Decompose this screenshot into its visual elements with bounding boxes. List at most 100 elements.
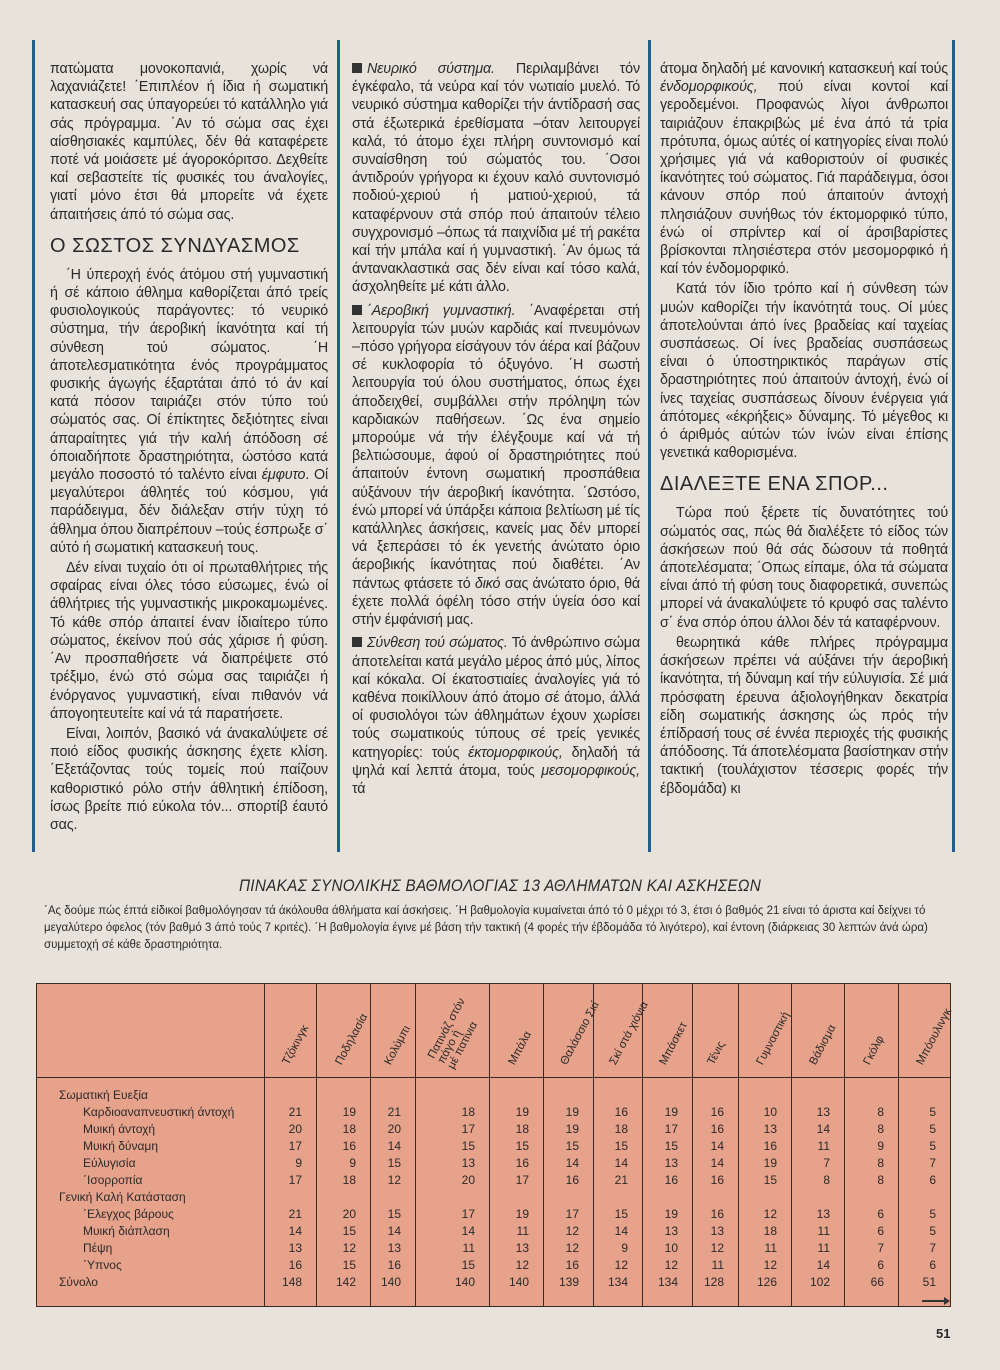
table-row: Μυική διάπλαση 14 15 14 14 11 12 14 13 13 18 11 6 5 bbox=[36, 1222, 951, 1239]
text: άτομα δηλαδή μέ κανονική κατασκευή καί τ… bbox=[660, 61, 948, 77]
text: Περιλαμβάνει τόν έγκέφαλο, τά νεύρα καί … bbox=[352, 61, 640, 296]
paragraph: Δέν είναι τυχαίο ότι οί πρωταθλήτριες τή… bbox=[50, 560, 328, 722]
row-label: Καρδιοαναπνευστική άντοχή bbox=[36, 1103, 265, 1120]
column-header-label: Γυμναστική bbox=[754, 1010, 793, 1067]
score-cell bbox=[844, 1188, 899, 1205]
score-cell: 14 bbox=[791, 1120, 845, 1137]
score-cell: 14 bbox=[370, 1222, 416, 1239]
score-cell: 140 bbox=[489, 1273, 544, 1307]
emphasis: έκτομορφικούς, bbox=[468, 744, 563, 761]
column-header-label: Βάδισμα bbox=[807, 1022, 839, 1067]
score-cell bbox=[791, 1188, 845, 1205]
score-cell: 18 bbox=[415, 1103, 490, 1120]
score-cell: 21 bbox=[264, 1205, 317, 1222]
score-cell: 9 bbox=[316, 1154, 371, 1171]
score-cell: 18 bbox=[738, 1222, 792, 1239]
article-column-1: πατώματα μονοκοπανιά, χωρίς νά λαχανιάζε… bbox=[50, 60, 328, 836]
column-header-label: Ποδηλασία bbox=[332, 1011, 370, 1067]
score-cell bbox=[642, 1188, 693, 1205]
score-cell: 10 bbox=[642, 1239, 693, 1256]
score-cell: 14 bbox=[692, 1154, 739, 1171]
score-cell: 13 bbox=[489, 1239, 544, 1256]
score-cell: 5 bbox=[898, 1137, 951, 1154]
score-cell: 6 bbox=[844, 1205, 899, 1222]
paragraph: Κατά τόν ίδιο τρόπο καί ή σύνθεση τών μυ… bbox=[660, 281, 948, 462]
score-cell: 9 bbox=[844, 1137, 899, 1154]
table-caption: ΄Ας δούμε πώς έπτά είδικοί βαθμολόγησαν … bbox=[44, 905, 928, 951]
score-cell: 8 bbox=[844, 1154, 899, 1171]
score-cell bbox=[692, 1188, 739, 1205]
text: Τό άνθρώπινο σώμα άποτελείται κατά μεγάλ… bbox=[352, 635, 640, 761]
score-cell: 12 bbox=[738, 1205, 792, 1222]
score-cell: 14 bbox=[593, 1154, 643, 1171]
score-cell bbox=[264, 1188, 317, 1205]
score-cell: 19 bbox=[543, 1103, 594, 1120]
column-rule bbox=[648, 40, 651, 852]
score-cell: 19 bbox=[642, 1103, 693, 1120]
score-cell: 11 bbox=[791, 1222, 845, 1239]
score-cell: 16 bbox=[543, 1171, 594, 1188]
column-header-label: Γκόλφ bbox=[860, 1033, 887, 1067]
score-cell: 12 bbox=[316, 1239, 371, 1256]
score-cell: 13 bbox=[370, 1239, 416, 1256]
score-cell: 20 bbox=[316, 1205, 371, 1222]
text: πού είναι κοντοί καί γεροδεμένοι. Προφαν… bbox=[660, 79, 948, 278]
score-cell: 19 bbox=[316, 1103, 371, 1120]
score-cell: 12 bbox=[692, 1239, 739, 1256]
score-table: Τζόκινγκ Ποδηλασία Κολύμπι Πατινάζ στόν πάγ… bbox=[36, 983, 954, 1307]
score-cell: 20 bbox=[264, 1120, 317, 1137]
column-header-label: Πατινάζ στόν πάγο ή μέ πατίνια bbox=[425, 996, 481, 1071]
score-cell: 15 bbox=[370, 1205, 416, 1222]
text: . Οί μεγαλύτεροι άθλητές τού κόσμου, γιά… bbox=[50, 467, 328, 556]
row-label: Γενική Καλή Κατάσταση bbox=[36, 1188, 265, 1205]
score-cell: 8 bbox=[791, 1171, 845, 1188]
table-row: ΄Ισορροπία 17 18 12 20 17 16 21 16 16 15 8 8 6 bbox=[36, 1171, 951, 1188]
row-label: Μυική διάπλαση bbox=[36, 1222, 265, 1239]
score-cell bbox=[642, 1077, 693, 1103]
column-header-label: Μπάσκετ bbox=[656, 1020, 690, 1067]
score-cell: 13 bbox=[738, 1120, 792, 1137]
score-cell: 17 bbox=[264, 1171, 317, 1188]
row-label: ΄Υπνος bbox=[36, 1256, 265, 1273]
score-cell: 17 bbox=[415, 1120, 490, 1137]
column-rule bbox=[952, 40, 955, 852]
score-cell bbox=[543, 1077, 594, 1103]
column-header: Τένις bbox=[692, 983, 739, 1078]
score-cell: 16 bbox=[692, 1103, 739, 1120]
score-cell: 11 bbox=[692, 1256, 739, 1273]
emphasis: ΄Αεροβική γυμναστική. bbox=[367, 302, 516, 319]
score-cell: 15 bbox=[543, 1137, 594, 1154]
score-cell bbox=[316, 1077, 371, 1103]
text: ΄Αναφέρεται στή λειτουργία τών μυών καρδ… bbox=[352, 302, 640, 592]
score-cell: 15 bbox=[415, 1137, 490, 1154]
row-label: Μυική άντοχή bbox=[36, 1120, 265, 1137]
score-cell: 13 bbox=[791, 1103, 845, 1120]
score-cell: 140 bbox=[370, 1273, 416, 1307]
score-cell: 14 bbox=[370, 1137, 416, 1154]
score-cell bbox=[898, 1077, 951, 1103]
column-header-label: Μπόουλινγκ bbox=[913, 1006, 954, 1067]
column-header: Πατινάζ στόν πάγο ή μέ πατίνια bbox=[415, 983, 490, 1078]
score-cell bbox=[370, 1077, 416, 1103]
score-cell: 5 bbox=[898, 1120, 951, 1137]
table-row: Μυική άντοχή 20 18 20 17 18 19 18 17 16 13 14 8 5 bbox=[36, 1120, 951, 1137]
score-cell: 17 bbox=[489, 1171, 544, 1188]
score-cell bbox=[898, 1188, 951, 1205]
score-cell: 21 bbox=[370, 1103, 416, 1120]
score-cell bbox=[264, 1077, 317, 1103]
score-cell: 19 bbox=[543, 1120, 594, 1137]
row-label: Πέψη bbox=[36, 1239, 265, 1256]
emphasis: έμφυτο bbox=[261, 467, 306, 484]
article-column-3: άτομα δηλαδή μέ κανονική κατασκευή καί τ… bbox=[660, 60, 948, 800]
score-cell: 12 bbox=[593, 1256, 643, 1273]
score-cell: 16 bbox=[543, 1256, 594, 1273]
column-header-label: Τζόκινγκ bbox=[279, 1023, 311, 1067]
paragraph: πατώματα μονοκοπανιά, χωρίς νά λαχανιάζε… bbox=[50, 61, 328, 223]
score-cell: 18 bbox=[316, 1120, 371, 1137]
row-label: Εύλυγισία bbox=[36, 1154, 265, 1171]
score-cell: 13 bbox=[642, 1154, 693, 1171]
score-cell: 13 bbox=[642, 1222, 693, 1239]
score-cell: 19 bbox=[738, 1154, 792, 1171]
bullet-paragraph: ΄Αεροβική γυμναστική. ΄Αναφέρεται στή λε… bbox=[352, 302, 640, 630]
score-cell: 15 bbox=[593, 1205, 643, 1222]
